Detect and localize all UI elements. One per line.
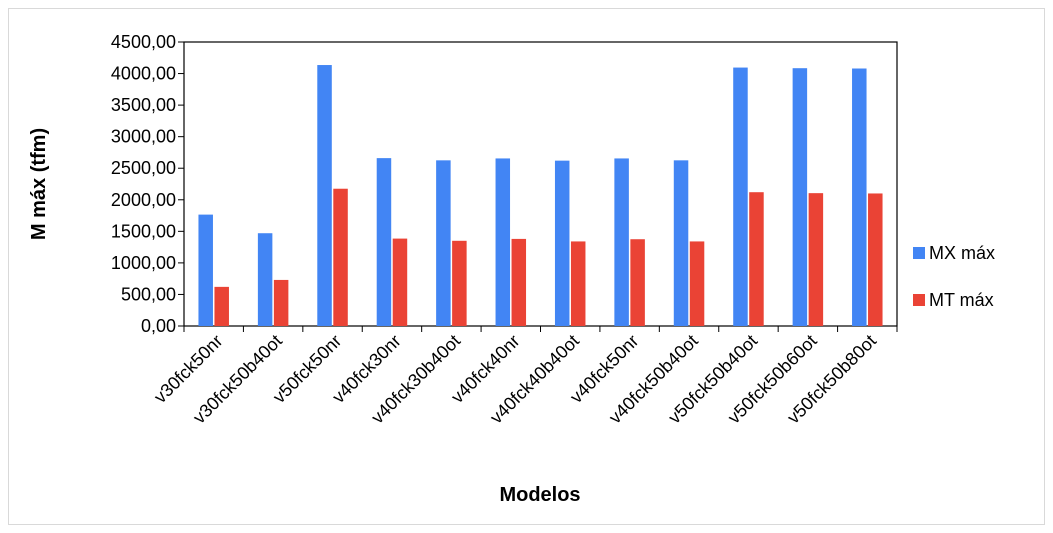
bar-mx-v30fck50nr (198, 214, 213, 326)
y-tick-label: 4500,00 (111, 32, 176, 52)
bar-mt-v40fck50nr (630, 239, 645, 326)
bar-mt-v50fck50b60ot (808, 193, 824, 326)
y-tick-label: 1000,00 (111, 253, 176, 273)
legend-label: MT máx (929, 290, 994, 310)
legend-swatch (913, 294, 925, 306)
bar-mx-v40fck50b40ot (673, 160, 689, 326)
y-axis-title: M máx (tfm) (28, 128, 50, 240)
bar-mx-v40fck30b40ot (436, 160, 451, 326)
legend-swatch (913, 247, 925, 259)
y-tick-label: 2500,00 (111, 158, 176, 178)
bar-mx-v40fck30nr (376, 158, 392, 326)
y-tick-label: 3500,00 (111, 95, 176, 115)
bar-mt-v40fck30b40ot (452, 240, 467, 326)
bar-mt-v50fck50b40ot (749, 192, 764, 326)
bar-mt-v40fck30nr (392, 238, 408, 326)
plot-area (183, 41, 898, 327)
bar-mt-v50fck50b80ot (868, 193, 883, 326)
bar-mx-v50fck50b60ot (792, 68, 808, 327)
y-tick-label: 1500,00 (111, 221, 176, 241)
bars-group (198, 65, 883, 327)
bar-mt-v40fck40b40ot (570, 241, 586, 326)
bar-mx-v50fck50b40ot (733, 67, 748, 326)
bar-mx-v40fck40nr (495, 158, 511, 326)
bar-mt-v40fck40nr (511, 238, 527, 326)
bar-mx-v40fck50nr (614, 158, 629, 326)
y-axis: 0,00 500,00 1000,00 1500,00 2000,00 2500,00 30… (111, 32, 184, 336)
bar-mx-v30fck50b40ot (257, 233, 273, 326)
y-tick-label: 2000,00 (111, 190, 176, 210)
bar-mt-v30fck50b40ot (273, 279, 289, 326)
bar-mt-v50fck50nr (333, 188, 348, 326)
bar-mt-v40fck50b40ot (689, 241, 705, 326)
bar-mx-v50fck50nr (317, 65, 332, 326)
bar-mt-v30fck50nr (214, 286, 229, 326)
legend-label: MX máx (929, 243, 995, 263)
y-tick-label: 4000,00 (111, 64, 176, 84)
y-tick-label: 500,00 (121, 284, 176, 304)
bar-mx-v40fck40b40ot (554, 160, 570, 326)
y-tick-label: 3000,00 (111, 127, 176, 147)
legend: MX máx MT máx (913, 243, 995, 310)
x-axis: v30fck50nrv30fck50b40otv50fck50nrv40fck3… (150, 326, 898, 428)
bar-mx-v50fck50b80ot (852, 68, 867, 327)
x-axis-title: Modelos (499, 484, 580, 506)
chart-frame (8, 8, 1045, 525)
y-tick-label: 0,00 (141, 316, 176, 336)
